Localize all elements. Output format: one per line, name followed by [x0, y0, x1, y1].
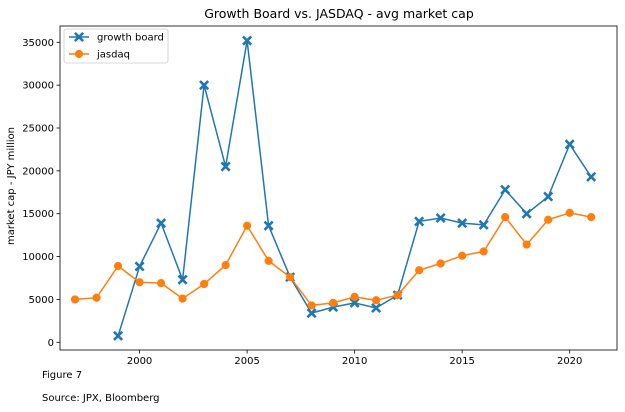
legend-box: [63, 28, 169, 64]
legend-marker-growth-board: [73, 31, 85, 43]
series-growth-board: [113, 35, 597, 341]
data-point-jasdaq: [329, 298, 338, 307]
legend-label-growth-board: growth board: [97, 33, 164, 44]
data-point-growth-board: [564, 139, 575, 150]
data-point-jasdaq: [372, 296, 381, 305]
data-point-growth-board: [414, 216, 425, 227]
y-tick-label: 20000: [22, 166, 54, 177]
data-point-growth-board: [263, 220, 274, 231]
data-point-growth-board: [220, 161, 231, 172]
data-point-jasdaq: [393, 291, 402, 300]
chart-title: Growth Board vs. JASDAQ - avg market cap: [204, 6, 474, 21]
data-point-jasdaq: [522, 240, 531, 249]
data-point-growth-board: [435, 212, 446, 224]
data-point-jasdaq: [221, 261, 230, 270]
data-point-jasdaq: [113, 261, 123, 271]
x-tick-label: 2005: [234, 356, 259, 367]
y-tick-label: 30000: [22, 81, 54, 92]
x-tick-label: 2000: [127, 356, 152, 367]
data-point-jasdaq: [544, 215, 553, 224]
legend-label-jasdaq: jasdaq: [96, 50, 130, 61]
plot-area: 2000 2005 2010 2015 2020 0 5000 10000 15000 20000…: [22, 25, 618, 367]
data-point-jasdaq: [178, 294, 187, 303]
legend-marker-jasdaq: [74, 49, 84, 59]
x-tick-label: 2010: [342, 356, 367, 367]
data-point-growth-board: [371, 302, 382, 314]
series-line-growth-board: [117, 40, 592, 337]
legend: growth board jasdaq: [63, 28, 169, 64]
data-point-growth-board: [478, 219, 489, 230]
data-point-growth-board: [457, 218, 468, 229]
data-point-jasdaq: [264, 256, 273, 265]
data-point-jasdaq: [286, 273, 295, 282]
data-point-growth-board: [134, 261, 145, 272]
data-point-jasdaq: [135, 278, 144, 287]
axes-frame: [59, 25, 618, 351]
y-tick-label: 35000: [22, 38, 54, 49]
y-tick-label: 5000: [29, 295, 54, 306]
data-point-growth-board: [543, 191, 554, 202]
series-line-jasdaq: [75, 212, 592, 307]
data-point-jasdaq: [565, 208, 574, 217]
figure-label: Figure 7: [42, 370, 83, 381]
data-point-growth-board: [521, 208, 532, 219]
series-jasdaq: [70, 208, 596, 310]
y-tick-label: 15000: [22, 209, 54, 220]
data-point-growth-board: [199, 80, 210, 91]
data-point-jasdaq: [436, 259, 445, 268]
data-point-jasdaq: [587, 213, 596, 222]
data-point-jasdaq: [479, 247, 488, 256]
data-point-jasdaq: [458, 251, 467, 260]
data-point-jasdaq: [350, 292, 359, 301]
data-point-growth-board: [156, 218, 167, 229]
data-point-jasdaq: [156, 279, 166, 288]
data-point-jasdaq: [70, 295, 80, 304]
data-point-growth-board: [177, 274, 188, 285]
y-tick-label: 0: [48, 338, 54, 349]
line-chart: Growth Board vs. JASDAQ - avg market cap…: [6, 6, 618, 367]
y-tick-label: 25000: [22, 124, 54, 135]
data-point-growth-board: [500, 184, 511, 195]
data-point-growth-board: [306, 308, 317, 319]
y-axis-label: market cap - JPY million: [6, 127, 17, 245]
data-point-growth-board: [349, 297, 360, 308]
y-tick-label: 10000: [22, 252, 54, 263]
data-point-jasdaq: [415, 266, 424, 275]
x-tick-label: 2020: [557, 356, 582, 367]
data-point-jasdaq: [199, 279, 209, 289]
data-point-growth-board: [113, 330, 124, 341]
data-point-jasdaq: [243, 221, 252, 230]
data-point-jasdaq: [501, 213, 510, 222]
data-point-jasdaq: [92, 293, 101, 302]
figure-source: Source: JPX, Bloomberg: [42, 393, 160, 404]
data-point-growth-board: [586, 171, 597, 182]
x-tick-label: 2015: [449, 356, 474, 367]
data-point-jasdaq: [307, 301, 316, 310]
data-point-growth-board: [242, 35, 253, 46]
